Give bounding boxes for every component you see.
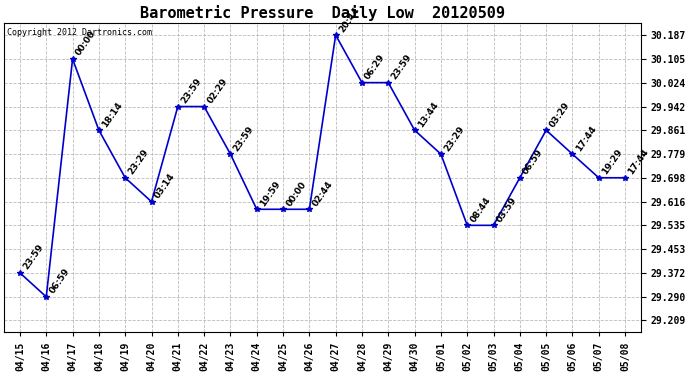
Text: 23:29: 23:29 <box>442 124 466 153</box>
Text: 23:59: 23:59 <box>21 243 46 272</box>
Text: 19:29: 19:29 <box>600 147 624 176</box>
Text: 08:44: 08:44 <box>469 195 493 224</box>
Text: 20:44: 20:44 <box>337 5 361 34</box>
Text: Copyright 2012 Dartronics.com: Copyright 2012 Dartronics.com <box>8 28 152 37</box>
Text: 03:14: 03:14 <box>153 172 177 200</box>
Text: 17:44: 17:44 <box>627 147 651 176</box>
Text: 23:59: 23:59 <box>390 53 413 81</box>
Text: 23:59: 23:59 <box>232 124 256 153</box>
Text: 02:44: 02:44 <box>310 179 335 208</box>
Text: 03:59: 03:59 <box>495 195 519 224</box>
Text: 17:44: 17:44 <box>574 124 598 153</box>
Text: 06:59: 06:59 <box>521 148 545 176</box>
Text: 19:59: 19:59 <box>258 179 282 208</box>
Text: 00:00: 00:00 <box>284 180 308 208</box>
Text: 03:29: 03:29 <box>548 100 571 129</box>
Text: 06:59: 06:59 <box>48 267 72 296</box>
Text: 06:29: 06:29 <box>364 53 387 81</box>
Text: 13:44: 13:44 <box>416 100 440 129</box>
Text: 02:29: 02:29 <box>206 76 229 105</box>
Text: 23:59: 23:59 <box>179 76 203 105</box>
Text: 00:00: 00:00 <box>74 29 97 58</box>
Text: 18:14: 18:14 <box>100 100 124 129</box>
Text: 23:29: 23:29 <box>126 148 150 176</box>
Title: Barometric Pressure  Daily Low  20120509: Barometric Pressure Daily Low 20120509 <box>140 4 505 21</box>
